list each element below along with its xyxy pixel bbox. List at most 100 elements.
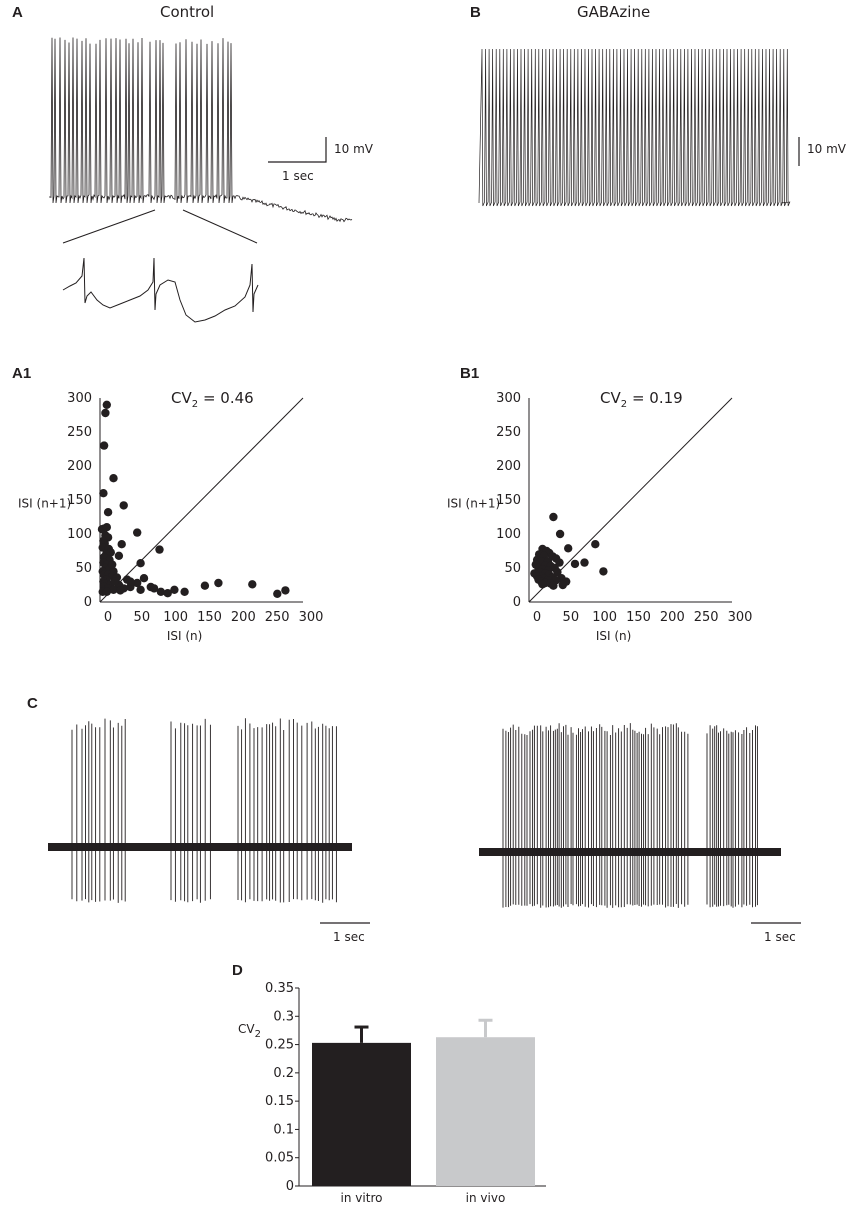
scatterB1-data-point (549, 512, 558, 522)
scatterA1-data-point (102, 523, 112, 532)
scatterB1-x-tick-label: 50 (563, 610, 580, 625)
scalebar-b-voltage: 10 mV (807, 142, 847, 156)
scalebar-a-voltage: 10 mV (334, 142, 374, 156)
panel-label-a1: A1 (12, 365, 31, 382)
scatterA1-data-point (99, 489, 108, 498)
scatter-b1: 0 50 100 150 200 250 300 0 50 100 150 200 250 300 ISI … (447, 389, 752, 643)
scatterA1-data-point (170, 585, 179, 594)
bar-d-y-tick-label: 0.1 (273, 1122, 294, 1137)
scatterB1-data-point (558, 580, 567, 590)
scatterA1-data-point (136, 585, 145, 594)
scatterA1-data-point (139, 574, 149, 583)
scatterB1-data-point (564, 544, 573, 553)
scatterA1-data-point (114, 551, 124, 560)
scatterA1-data-point (149, 584, 159, 593)
scatterB1-cv-annotation: CV2 = 0.19 (600, 389, 683, 410)
panel-b-title: GABAzine (577, 3, 650, 21)
scatterA1-data-point (133, 528, 142, 537)
scatterA1-data-point (214, 578, 223, 588)
scatterB1-x-tick-label: 100 (592, 610, 617, 625)
scatterB1-x-axis-label: ISI (n) (596, 629, 631, 643)
panel-label-d: D (232, 962, 243, 979)
scatterB1-y-tick-label: 300 (496, 391, 521, 406)
scatterA1-data-point (133, 578, 142, 588)
scatterA1-x-tick-label: 300 (299, 610, 324, 625)
control-voltage-trace (49, 37, 353, 223)
scatterB1-identity-line (528, 397, 733, 603)
scalebar-a-time: 1 sec (282, 169, 314, 183)
scatterB1-x-tick-label: 0 (533, 610, 541, 625)
scatterA1-data-point (156, 587, 166, 596)
scatterA1-x-tick-label: 0 (104, 610, 112, 625)
scatterA1-x-axis-label: ISI (n) (167, 629, 202, 643)
bar-d-y-tick-label: 0 (286, 1179, 294, 1194)
bar-d-y-axis-label: CV2 (238, 1022, 261, 1040)
scalebar-c1-time: 1 sec (333, 930, 365, 944)
scatterB1-y-tick-label: 150 (496, 493, 521, 508)
scatterA1-data-point (101, 408, 110, 418)
scatterA1-data-point (117, 540, 126, 549)
scatterB1-data-point (538, 580, 547, 589)
bar-d-y-tick-label: 0.25 (265, 1038, 294, 1053)
bar-d-y-tick-label: 0.15 (265, 1094, 294, 1109)
in-vivo-gabazine-trace (479, 723, 781, 908)
scatterA1-data-point (200, 581, 210, 590)
scatterA1-data-point (110, 577, 120, 586)
scatterA1-data-point (163, 589, 172, 598)
control-trace-zoom-inset (62, 257, 259, 323)
scatterA1-data-point (116, 586, 125, 595)
panel-label-a: A (12, 4, 23, 21)
scatterA1-data-point (155, 545, 164, 554)
scatterB1-x-tick-label: 200 (660, 610, 685, 625)
scatterA1-x-tick-label: 50 (134, 610, 151, 625)
scatterA1-data-point (136, 559, 145, 568)
scatterA1-y-tick-label: 150 (67, 493, 92, 508)
panel-label-b: B (470, 4, 481, 21)
scatterB1-data-point (555, 529, 565, 539)
scatterA1-cv-annotation: CV2 = 0.46 (171, 389, 254, 410)
scatterA1-data-point (103, 508, 113, 517)
scatterA1-x-tick-label: 150 (197, 610, 222, 625)
bar-d-y-tick-label: 0.2 (273, 1066, 294, 1081)
scatterB1-y-tick-label: 100 (496, 527, 521, 542)
scatterA1-y-tick-label: 250 (67, 425, 92, 440)
bar-d-bar (436, 1037, 535, 1186)
scatterB1-y-axis-label: ISI (n+1) (447, 496, 500, 510)
bar-d-category-label: in vitro (341, 1191, 383, 1205)
scatterA1-data-point (281, 586, 290, 595)
bar-d-category-label: in vivo (466, 1191, 506, 1205)
scatterB1-x-tick-label: 150 (626, 610, 651, 625)
bar-d-y-tick-label: 0.05 (265, 1151, 294, 1166)
scatterA1-data-point (102, 400, 112, 409)
scatterB1-y-tick-label: 200 (496, 459, 521, 474)
scatterA1-y-axis-label: ISI (n+1) (18, 496, 71, 510)
panel-label-c: C (27, 695, 38, 712)
scatterA1-y-tick-label: 0 (84, 595, 92, 610)
bar-d-y-tick-label: 0.35 (265, 981, 294, 996)
scatterB1-y-tick-label: 250 (496, 425, 521, 440)
scatterA1-y-tick-label: 300 (67, 391, 92, 406)
scatterB1-data-point (549, 581, 558, 590)
scatterA1-y-tick-label: 50 (75, 561, 92, 576)
scatterA1-identity-line (99, 397, 304, 603)
zoom-lines (62, 209, 258, 244)
scatter-a1: 0 50 100 150 200 250 300 0 50 100 150 200 250 300 ISI … (18, 389, 323, 643)
bar-d-y-tick-label: 0.3 (273, 1009, 294, 1024)
scatterA1-data-point (248, 580, 257, 589)
scatterA1-data-point (126, 577, 135, 586)
scatterA1-data-point (109, 474, 118, 483)
scatterB1-data-point (553, 567, 562, 577)
scatterB1-y-tick-label: 0 (513, 595, 521, 610)
gabazine-voltage-trace (478, 48, 791, 207)
scatterB1-data-point (599, 567, 608, 576)
scatterA1-x-tick-label: 200 (231, 610, 256, 625)
scatterA1-y-tick-label: 200 (67, 459, 92, 474)
scatterA1-data-point (99, 441, 109, 450)
scatterA1-data-point (273, 589, 282, 598)
scatterB1-data-point (591, 540, 600, 549)
in-vivo-control-trace (48, 718, 352, 903)
panel-label-b1: B1 (460, 365, 479, 382)
scatterA1-data-point (119, 501, 128, 510)
scatterB1-x-tick-label: 300 (728, 610, 753, 625)
